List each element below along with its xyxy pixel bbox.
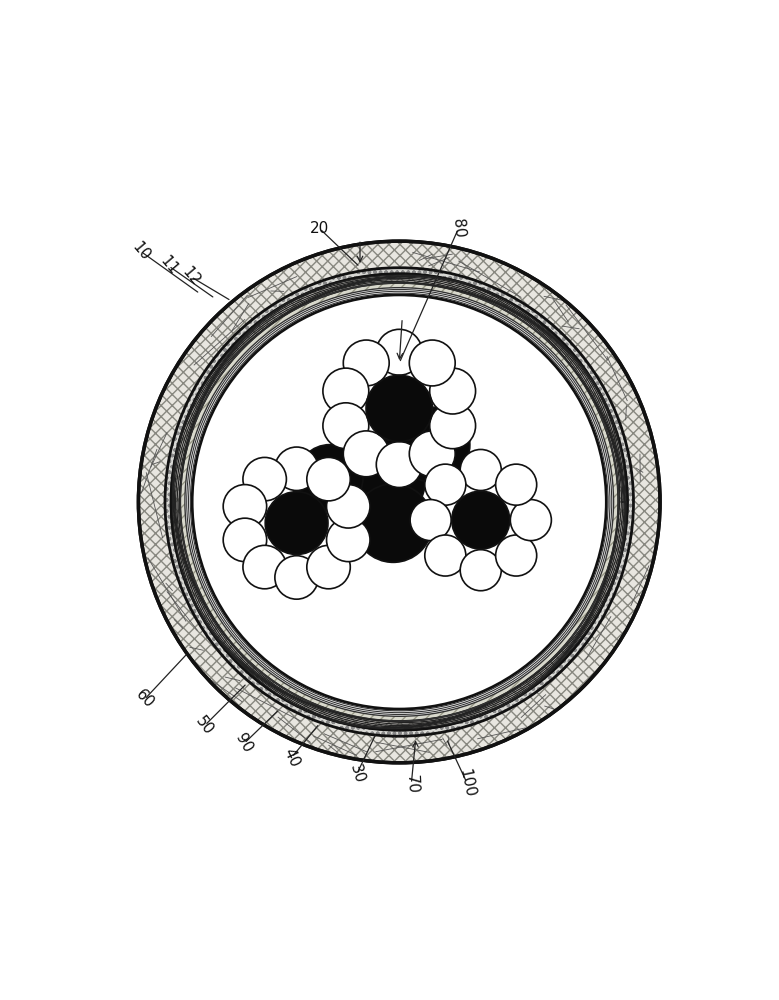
Circle shape xyxy=(495,535,537,576)
Circle shape xyxy=(171,274,627,730)
Text: 80: 80 xyxy=(450,218,467,239)
Circle shape xyxy=(180,283,619,721)
Circle shape xyxy=(243,457,287,501)
Circle shape xyxy=(185,288,614,716)
Circle shape xyxy=(297,445,363,511)
Circle shape xyxy=(192,295,606,709)
Circle shape xyxy=(410,500,451,541)
Text: 60: 60 xyxy=(132,687,157,712)
Circle shape xyxy=(275,447,319,491)
Circle shape xyxy=(307,457,351,501)
Circle shape xyxy=(425,464,466,505)
Text: 40: 40 xyxy=(281,745,302,769)
Circle shape xyxy=(510,500,552,541)
Circle shape xyxy=(409,431,455,477)
Circle shape xyxy=(185,288,614,716)
Circle shape xyxy=(224,485,266,528)
Circle shape xyxy=(326,485,370,528)
Circle shape xyxy=(430,368,475,414)
Circle shape xyxy=(171,274,627,730)
Circle shape xyxy=(425,535,466,576)
Circle shape xyxy=(323,368,368,414)
Circle shape xyxy=(265,492,328,555)
Circle shape xyxy=(275,556,319,599)
Circle shape xyxy=(344,431,390,477)
Circle shape xyxy=(495,464,537,505)
Circle shape xyxy=(224,518,266,562)
Circle shape xyxy=(139,241,660,763)
Circle shape xyxy=(180,283,619,721)
Circle shape xyxy=(460,550,501,591)
Circle shape xyxy=(354,484,432,562)
Circle shape xyxy=(326,518,370,562)
Circle shape xyxy=(171,274,627,730)
Text: 90: 90 xyxy=(233,731,256,756)
Circle shape xyxy=(376,329,422,375)
Text: 12: 12 xyxy=(179,265,203,289)
Circle shape xyxy=(165,268,633,736)
Circle shape xyxy=(307,545,351,589)
Circle shape xyxy=(452,491,509,549)
Circle shape xyxy=(460,449,501,491)
Text: 30: 30 xyxy=(347,762,367,785)
Circle shape xyxy=(376,442,422,487)
Circle shape xyxy=(243,545,287,589)
Text: 10: 10 xyxy=(129,239,153,264)
Text: 70: 70 xyxy=(404,774,419,794)
Text: 11: 11 xyxy=(157,254,181,278)
Circle shape xyxy=(366,375,432,442)
Circle shape xyxy=(323,403,368,449)
Circle shape xyxy=(409,340,455,386)
Text: 50: 50 xyxy=(193,713,217,738)
Circle shape xyxy=(395,407,470,482)
Text: 100: 100 xyxy=(456,767,478,798)
Circle shape xyxy=(165,268,633,736)
Text: 20: 20 xyxy=(310,221,330,236)
Circle shape xyxy=(344,340,390,386)
Circle shape xyxy=(165,268,633,736)
Circle shape xyxy=(139,241,660,763)
Circle shape xyxy=(430,403,475,449)
Circle shape xyxy=(343,440,425,522)
Circle shape xyxy=(180,283,619,721)
